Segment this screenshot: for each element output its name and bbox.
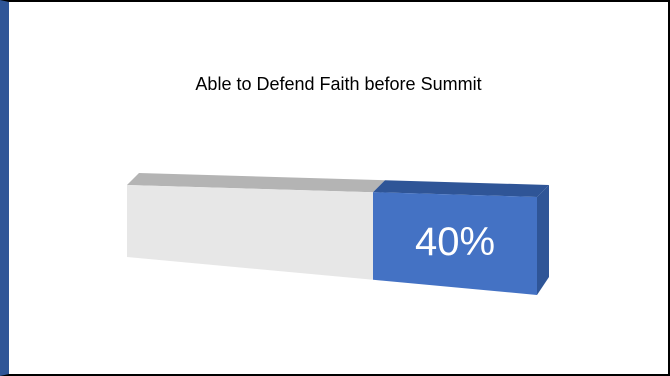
bar-filled-top-face (373, 180, 549, 197)
progress-bar-chart: 40% (127, 173, 549, 295)
bar-empty-top-face (127, 173, 385, 193)
bar-filled-front-face (373, 192, 537, 295)
bar-empty-front-face (127, 185, 373, 280)
bar-value-label: 40% (415, 220, 495, 264)
slide-title: Able to Defend Faith before Summit (195, 74, 482, 94)
bar-filled-side-face (537, 185, 549, 295)
